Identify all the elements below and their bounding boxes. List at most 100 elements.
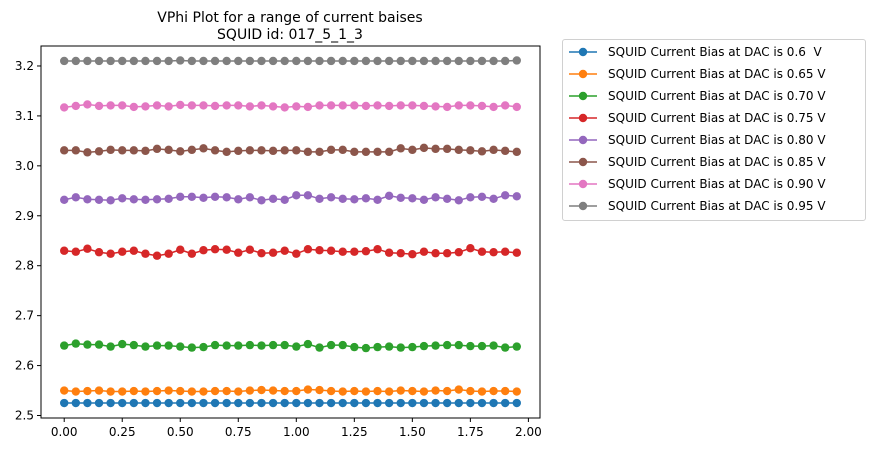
data-point	[280, 246, 289, 255]
x-tick-label: 0.50	[167, 425, 194, 439]
legend-entry: SQUID Current Bias at DAC is 0.95 V	[569, 199, 826, 213]
data-point	[245, 386, 255, 395]
data-point	[419, 143, 429, 153]
data-point	[71, 193, 81, 202]
data-point	[71, 146, 81, 155]
data-point	[442, 144, 452, 154]
data-point	[384, 56, 394, 66]
data-point	[338, 56, 347, 66]
data-point	[164, 194, 173, 203]
data-point	[129, 340, 139, 350]
data-point	[419, 195, 429, 204]
data-point	[373, 56, 382, 66]
data-point	[303, 191, 313, 200]
data-point	[83, 340, 92, 349]
data-point	[199, 342, 208, 352]
data-point	[442, 194, 452, 203]
data-point	[396, 144, 405, 153]
data-point	[164, 56, 173, 66]
x-tick-label: 1.50	[399, 425, 426, 439]
data-point	[176, 398, 185, 408]
data-point	[454, 145, 463, 155]
data-point	[361, 194, 371, 203]
data-point	[164, 145, 173, 155]
data-point	[210, 146, 220, 155]
data-point	[454, 56, 463, 66]
data-point	[373, 147, 382, 157]
data-point	[477, 56, 487, 66]
data-point	[408, 145, 417, 155]
data-point	[222, 386, 231, 396]
data-point	[315, 343, 324, 352]
data-point	[512, 387, 521, 396]
data-point	[199, 193, 208, 202]
data-point	[500, 146, 510, 156]
data-point	[245, 102, 255, 111]
legend-marker	[578, 91, 588, 101]
data-point	[118, 101, 127, 110]
series-group	[60, 56, 521, 408]
x-tick-label: 0.25	[109, 425, 136, 439]
data-point	[408, 194, 417, 203]
data-point	[268, 248, 278, 257]
data-point	[338, 387, 347, 396]
data-point	[338, 340, 347, 350]
data-point	[326, 340, 336, 350]
data-point	[442, 386, 452, 396]
data-point	[419, 101, 429, 111]
data-point	[106, 249, 115, 258]
data-point	[350, 398, 359, 408]
data-point	[512, 147, 521, 157]
series-3	[60, 244, 521, 260]
legend-label: SQUID Current Bias at DAC is 0.75 V	[608, 111, 826, 125]
data-point	[94, 386, 104, 395]
data-point	[489, 341, 498, 350]
data-point	[60, 398, 69, 408]
data-point	[361, 101, 371, 111]
data-point	[245, 56, 255, 66]
data-point	[199, 387, 208, 396]
data-point	[83, 195, 92, 204]
data-point	[222, 56, 231, 66]
data-point	[466, 398, 475, 408]
data-point	[83, 398, 92, 408]
data-point	[152, 341, 162, 350]
data-point	[384, 248, 394, 257]
data-point	[60, 195, 69, 204]
chart-subtitle: SQUID id: 017_5_1_3	[217, 27, 363, 43]
data-point	[94, 56, 104, 66]
x-tick-label: 0.75	[225, 425, 252, 439]
data-point	[118, 387, 127, 396]
series-0	[60, 398, 521, 408]
y-tick-label: 2.5	[15, 409, 34, 423]
data-point	[489, 102, 498, 112]
y-tick-label: 3.0	[15, 159, 34, 173]
data-point	[234, 146, 243, 156]
data-point	[500, 56, 510, 66]
data-point	[292, 191, 301, 200]
data-point	[466, 386, 475, 396]
data-point	[257, 341, 266, 350]
data-point	[512, 248, 521, 257]
data-point	[442, 340, 452, 350]
data-point	[292, 102, 301, 111]
data-point	[129, 195, 139, 204]
legend-label: SQUID Current Bias at DAC is 0.80 V	[608, 133, 826, 147]
data-point	[187, 249, 197, 258]
data-point	[129, 146, 139, 155]
data-point	[187, 101, 197, 110]
data-point	[384, 387, 394, 396]
data-point	[141, 56, 150, 66]
data-point	[338, 145, 347, 155]
data-point	[106, 101, 115, 110]
data-point	[431, 144, 440, 154]
data-point	[292, 146, 301, 155]
data-point	[199, 246, 208, 255]
data-point	[442, 56, 452, 66]
data-point	[245, 398, 255, 408]
data-point	[373, 398, 382, 408]
data-point	[500, 191, 510, 200]
data-point	[350, 56, 359, 66]
data-point	[222, 101, 231, 110]
